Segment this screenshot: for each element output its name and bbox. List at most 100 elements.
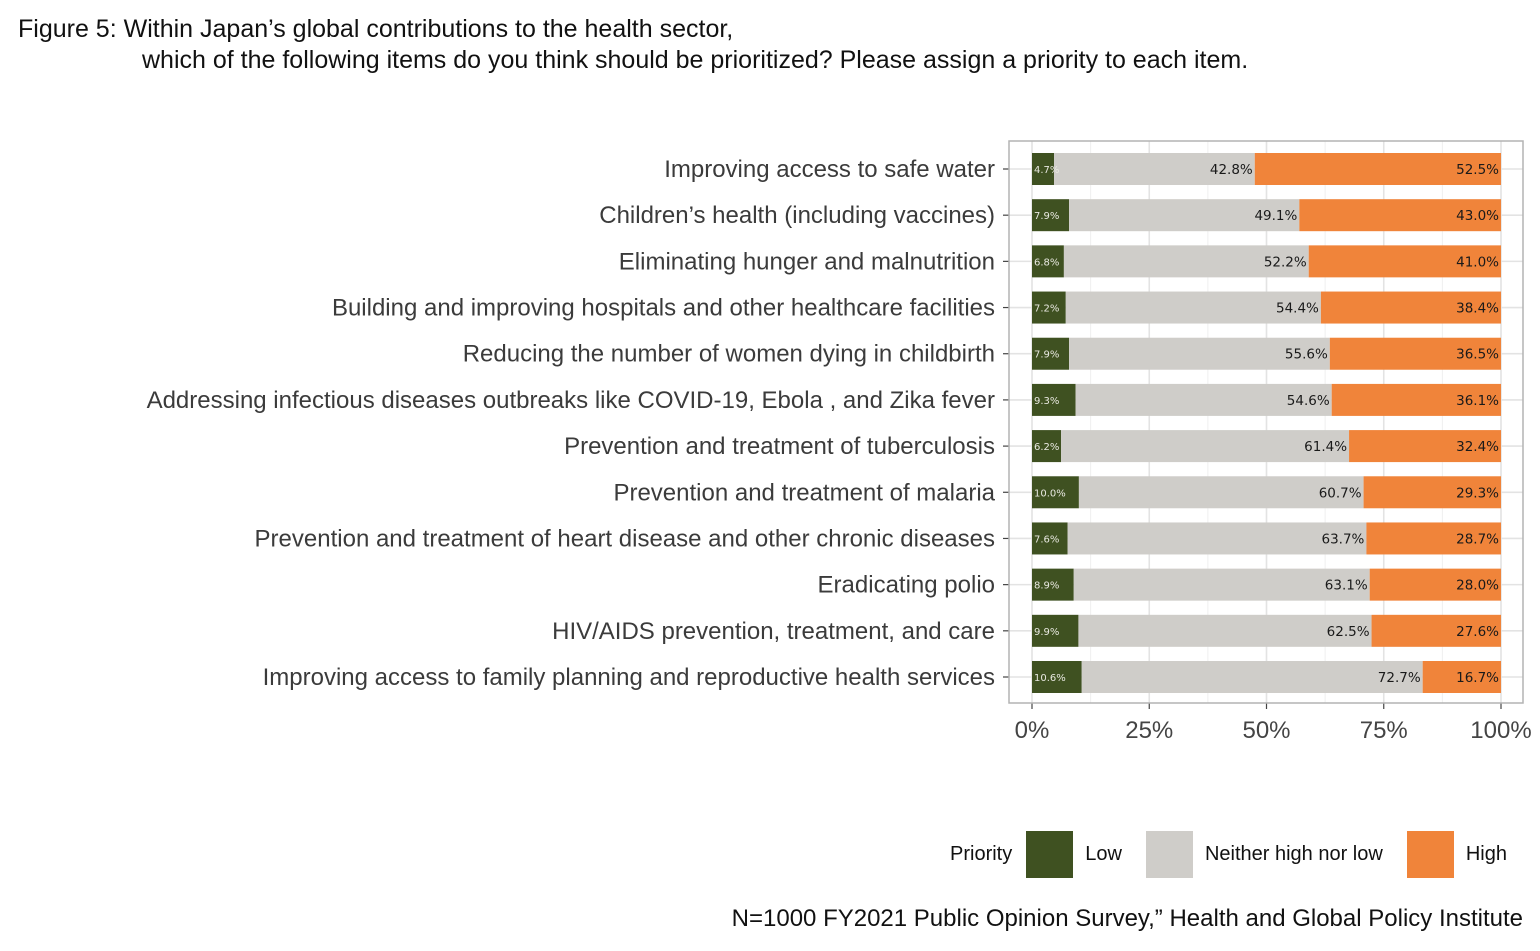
category-label: Addressing infectious diseases outbreaks… bbox=[147, 387, 995, 414]
category-label: Reducing the number of women dying in ch… bbox=[463, 341, 995, 368]
data-label: 6.8% bbox=[1034, 257, 1059, 268]
data-label: 54.4% bbox=[1276, 301, 1319, 317]
title-line-1: Figure 5: Within Japan’s global contribu… bbox=[18, 15, 734, 43]
category-label: Eliminating hunger and malnutrition bbox=[619, 248, 995, 275]
bar-segment-low bbox=[1032, 245, 1064, 278]
data-label: 52.5% bbox=[1456, 162, 1499, 178]
bar-segment-high bbox=[1349, 430, 1501, 463]
x-tick-label: 0% bbox=[1015, 717, 1050, 744]
data-label: 55.6% bbox=[1285, 347, 1328, 363]
bar-segment-high bbox=[1308, 245, 1501, 278]
bar-segment-low bbox=[1032, 522, 1068, 555]
bar-segment-neither-high-nor-low bbox=[1061, 430, 1350, 463]
category-label: Prevention and treatment of heart diseas… bbox=[255, 525, 995, 552]
data-label: 42.8% bbox=[1210, 162, 1253, 178]
legend-swatch-low bbox=[1026, 830, 1074, 878]
bar-segment-neither-high-nor-low bbox=[1065, 291, 1321, 324]
panel-border bbox=[1008, 140, 1524, 704]
legend-label-low: Low bbox=[1085, 842, 1122, 865]
bar-segment-high bbox=[1366, 522, 1501, 555]
data-label: 63.7% bbox=[1322, 531, 1365, 547]
bar-segment-high bbox=[1363, 476, 1501, 509]
bar-segment-neither-high-nor-low bbox=[1073, 568, 1370, 601]
bar-segment-low bbox=[1032, 199, 1070, 232]
data-label: 41.0% bbox=[1456, 254, 1499, 270]
bar-segment-low bbox=[1032, 383, 1076, 416]
category-labels: Improving access to safe water Children’s… bbox=[147, 156, 1009, 691]
data-label: 6.2% bbox=[1034, 442, 1059, 453]
data-labels: 4.7% 42.8% 52.5% 7.9% 49.1% 43.0% 6.8% 52.2% 41.… bbox=[1034, 162, 1499, 686]
legend-swatch-neither bbox=[1145, 830, 1193, 878]
legend-label-neither: Neither high nor low bbox=[1204, 842, 1383, 865]
data-label: 28.7% bbox=[1456, 531, 1499, 547]
bar-segment-low bbox=[1032, 153, 1055, 185]
bar-segment-low bbox=[1032, 614, 1079, 647]
data-label: 7.2% bbox=[1034, 304, 1059, 315]
data-label: 72.7% bbox=[1378, 670, 1421, 686]
bar-segment-high bbox=[1254, 153, 1501, 185]
data-label: 8.9% bbox=[1034, 581, 1059, 592]
data-label: 28.0% bbox=[1456, 578, 1499, 594]
x-tick-label: 50% bbox=[1242, 717, 1290, 744]
bar-segment-low bbox=[1032, 291, 1066, 324]
bar-segment-high bbox=[1422, 661, 1501, 693]
category-label: Improving access to safe water bbox=[664, 156, 995, 183]
bar-segment-high bbox=[1329, 337, 1501, 370]
category-label: Prevention and treatment of malaria bbox=[613, 479, 995, 506]
data-label: 7.9% bbox=[1034, 350, 1059, 361]
data-label: 7.9% bbox=[1034, 211, 1059, 222]
legend-swatch-high bbox=[1406, 830, 1454, 878]
bar-segment-high bbox=[1320, 291, 1501, 324]
data-label: 29.3% bbox=[1456, 485, 1499, 501]
data-label: 10.0% bbox=[1034, 488, 1066, 499]
bar-segment-high bbox=[1369, 568, 1501, 601]
data-label: 62.5% bbox=[1327, 624, 1370, 640]
bar-segment-neither-high-nor-low bbox=[1063, 245, 1309, 278]
category-label: Children’s health (including vaccines) bbox=[599, 202, 995, 229]
data-label: 61.4% bbox=[1304, 439, 1347, 455]
bar-segment-neither-high-nor-low bbox=[1078, 614, 1372, 647]
category-label: Improving access to family planning and … bbox=[263, 664, 995, 691]
bar-segment-neither-high-nor-low bbox=[1067, 522, 1367, 555]
bar-segment-low bbox=[1032, 337, 1070, 370]
data-label: 49.1% bbox=[1254, 208, 1297, 224]
bar-segment-neither-high-nor-low bbox=[1069, 199, 1300, 232]
data-label: 7.6% bbox=[1034, 534, 1059, 545]
x-tick-label: 75% bbox=[1360, 717, 1408, 744]
data-label: 16.7% bbox=[1456, 670, 1499, 686]
category-label: Eradicating polio bbox=[818, 572, 995, 599]
data-label: 52.2% bbox=[1264, 254, 1307, 270]
x-tick-label: 25% bbox=[1125, 717, 1173, 744]
bar-segment-low bbox=[1032, 568, 1074, 601]
data-label: 36.5% bbox=[1456, 347, 1499, 363]
legend-label-high: High bbox=[1465, 842, 1507, 865]
category-label: HIV/AIDS prevention, treatment, and care bbox=[552, 618, 995, 645]
x-tick-label: 100% bbox=[1470, 717, 1531, 744]
category-label: Prevention and treatment of tuberculosis bbox=[564, 433, 995, 460]
data-label: 54.6% bbox=[1287, 393, 1330, 409]
bar-segment-high bbox=[1371, 614, 1501, 647]
data-label: 9.9% bbox=[1034, 627, 1059, 638]
bars bbox=[1032, 153, 1501, 693]
category-label: Building and improving hospitals and oth… bbox=[332, 295, 995, 322]
source-caption: N=1000 FY2021 Public Opinion Survey,” He… bbox=[731, 905, 1523, 932]
bar-segment-neither-high-nor-low bbox=[1069, 337, 1330, 370]
chart-title: Figure 5: Within Japan’s global contribu… bbox=[18, 14, 1248, 76]
bar-segment-neither-high-nor-low bbox=[1075, 383, 1332, 416]
data-label: 10.6% bbox=[1034, 673, 1066, 684]
x-axis-ticks: 0% 25% 50% 75% 100% bbox=[1015, 703, 1532, 744]
legend-title: Priority bbox=[950, 842, 1013, 865]
data-label: 38.4% bbox=[1456, 301, 1499, 317]
bar-segment-low bbox=[1032, 430, 1062, 463]
bar-segment-neither-high-nor-low bbox=[1081, 661, 1423, 693]
data-label: 43.0% bbox=[1456, 208, 1499, 224]
data-label: 32.4% bbox=[1456, 439, 1499, 455]
data-label: 9.3% bbox=[1034, 396, 1059, 407]
data-label: 63.1% bbox=[1325, 578, 1368, 594]
bar-segment-high bbox=[1331, 383, 1501, 416]
bar-segment-neither-high-nor-low bbox=[1054, 153, 1255, 185]
bar-segment-low bbox=[1032, 661, 1082, 693]
bar-segment-high bbox=[1299, 199, 1501, 232]
data-label: 36.1% bbox=[1456, 393, 1499, 409]
